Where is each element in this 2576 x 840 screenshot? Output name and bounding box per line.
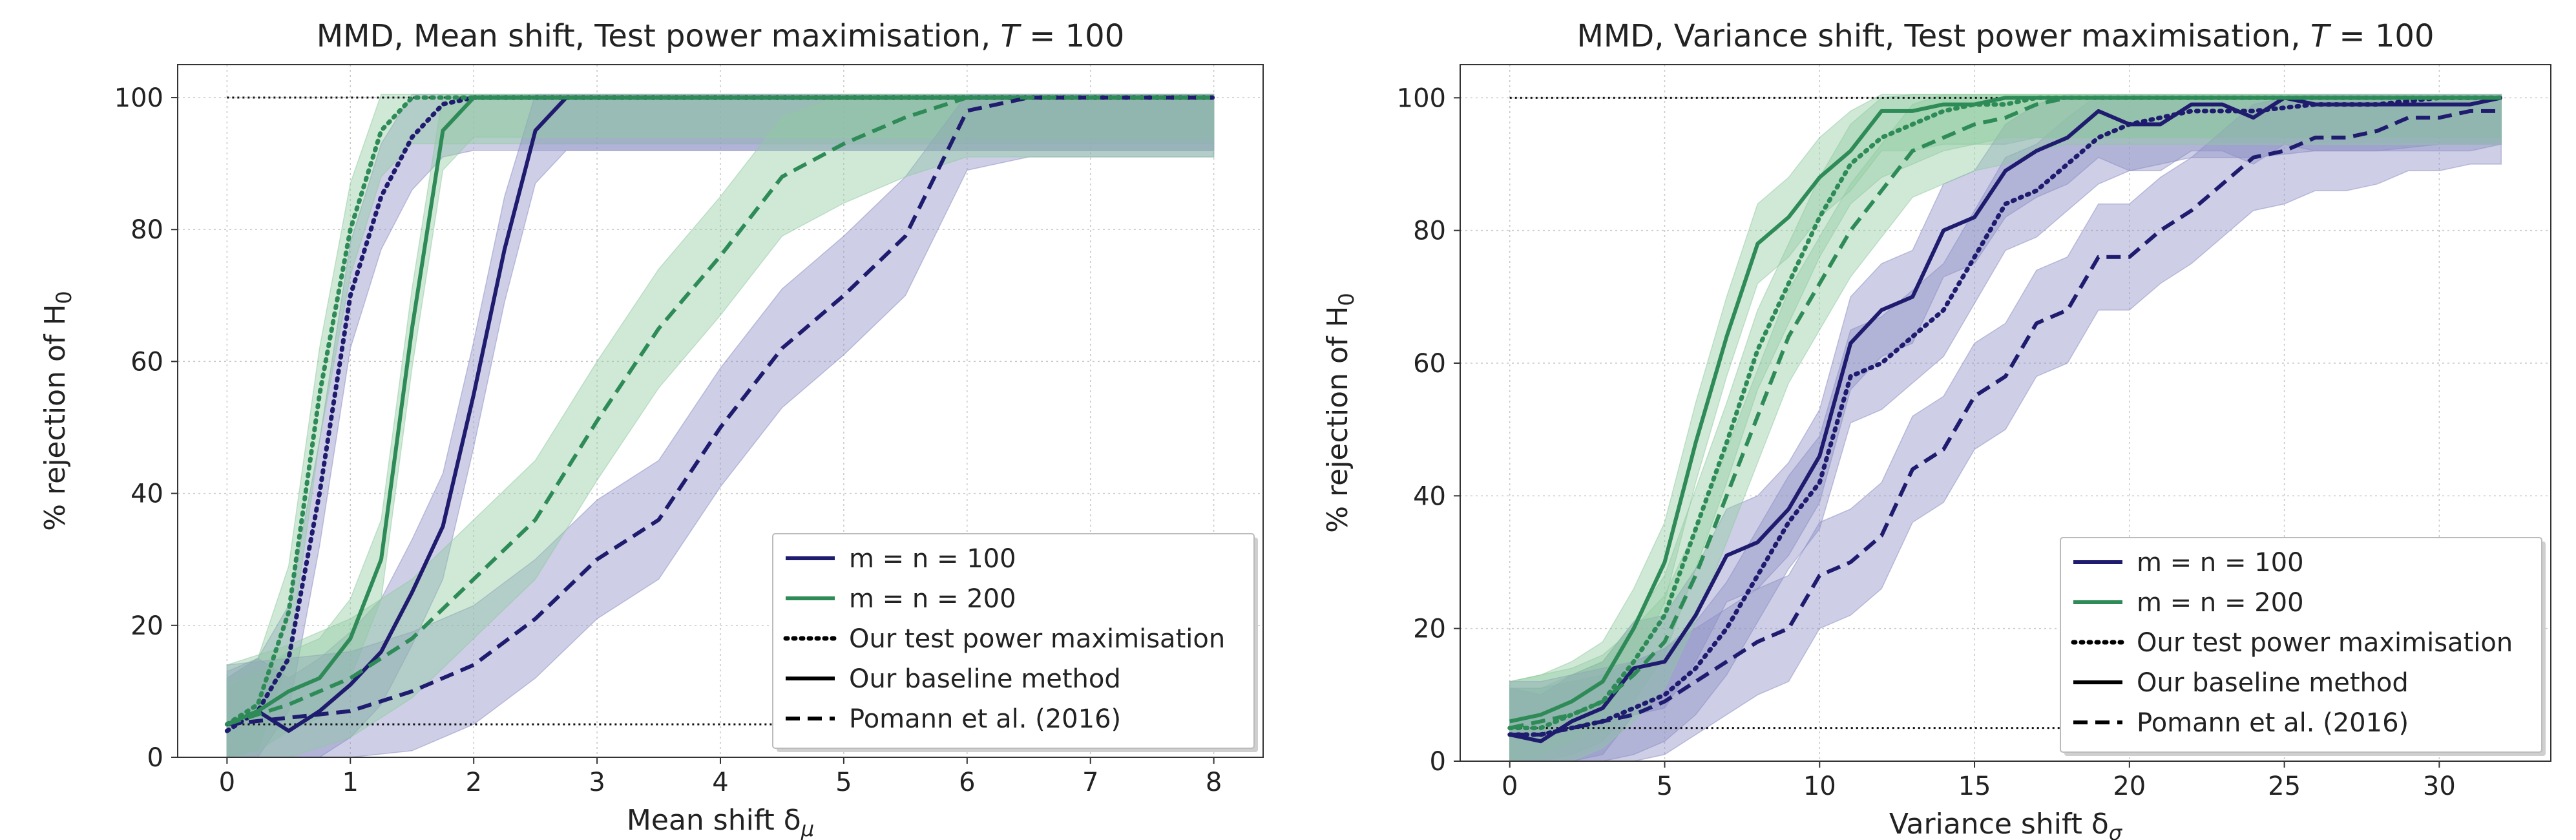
confidence-band <box>226 94 1215 758</box>
x-axis-label-main: Variance shift δ <box>1889 808 2109 840</box>
series-line <box>227 96 1214 726</box>
legend-label: Our baseline method <box>2137 668 2409 698</box>
series-lines <box>224 95 1217 733</box>
series-line <box>1509 96 2502 744</box>
y-tick-label: 60 <box>1413 349 1446 379</box>
y-tick-label: 20 <box>1413 614 1446 644</box>
series-line <box>1507 95 2504 737</box>
legend: m = n = 100 m = n = 200 Our test power max… <box>2060 537 2546 756</box>
x-tick-label: 2 <box>465 768 481 797</box>
legend-box <box>2060 537 2542 753</box>
chart-mean-shift: MMD, Mean shift, Test power maximisation… <box>39 18 1264 840</box>
x-tick-label: 4 <box>712 768 728 797</box>
chart-title: MMD, Variance shift, Test power maximisa… <box>1576 18 2434 54</box>
x-axis-label: Mean shift δμ <box>627 804 814 840</box>
y-tick-label: 80 <box>1413 216 1446 246</box>
legend-box <box>772 533 1255 749</box>
x-tick-label: 5 <box>1657 772 1673 801</box>
x-axis-label: Variance shift δσ <box>1889 808 2123 840</box>
y-tick-labels: 0 20 40 60 80 100 <box>114 83 178 773</box>
chart-title-var: T <box>2310 18 2332 54</box>
series-line <box>224 95 1217 733</box>
x-tick-label: 5 <box>835 768 852 797</box>
x-tick-label: 15 <box>1958 772 1991 801</box>
y-axis-label: % rejection of H0 <box>1321 293 1359 533</box>
chart-title-main: MMD, Mean shift, Test power maximisation… <box>317 18 1001 54</box>
chart-variance-shift: MMD, Variance shift, Test power maximisa… <box>1321 18 2551 840</box>
x-tick-label: 25 <box>2268 772 2301 801</box>
x-tick-label: 0 <box>219 768 235 797</box>
y-axis-label-sub: 0 <box>1334 293 1359 306</box>
y-tick-label: 0 <box>1430 747 1446 777</box>
y-axis-label-sub: 0 <box>52 291 76 304</box>
series-lines <box>1507 95 2504 744</box>
chart-title-main: MMD, Variance shift, Test power maximisa… <box>1576 18 2310 54</box>
x-tick-label: 10 <box>1803 772 1836 801</box>
plot-frame <box>1460 64 2551 762</box>
x-tick-label: 30 <box>2423 772 2456 801</box>
x-tick-label: 0 <box>1502 772 1518 801</box>
x-tick-labels: 0 5 10 15 20 25 30 <box>1502 761 2456 801</box>
legend: m = n = 100 m = n = 200 Our test power max… <box>772 533 1258 752</box>
confidence-band <box>1509 94 2502 762</box>
x-tick-label: 3 <box>589 768 605 797</box>
x-tick-label: 8 <box>1206 768 1222 797</box>
x-tick-label: 6 <box>959 768 975 797</box>
legend-label: Pomann et al. (2016) <box>2137 708 2409 738</box>
y-axis-label-main: % rejection of H <box>1321 306 1354 533</box>
y-tick-label: 60 <box>131 347 163 377</box>
legend-label: Our baseline method <box>849 664 1121 694</box>
y-tick-label: 20 <box>131 611 163 641</box>
legend-label: Pomann et al. (2016) <box>849 704 1121 734</box>
series-line <box>1509 109 2502 737</box>
legend-label: m = n = 100 <box>849 544 1016 574</box>
x-axis-label-sub: μ <box>801 817 814 840</box>
y-tick-labels: 0 20 40 60 80 100 <box>1397 83 1460 777</box>
legend-label: m = n = 200 <box>849 584 1016 614</box>
x-tick-label: 1 <box>342 768 359 797</box>
chart-title-eq: = 100 <box>2329 18 2434 54</box>
legend-label: Our test power maximisation <box>849 624 1225 654</box>
x-tick-label: 7 <box>1082 768 1098 797</box>
y-tick-label: 80 <box>131 215 163 245</box>
y-axis-label: % rejection of H0 <box>39 291 76 531</box>
legend-label: m = n = 100 <box>2137 548 2304 578</box>
series-line <box>226 96 1214 726</box>
x-tick-labels: 0 1 2 3 4 5 6 7 8 <box>219 757 1222 797</box>
y-tick-label: 40 <box>1413 481 1446 511</box>
grid <box>178 65 1263 758</box>
y-tick-label: 100 <box>1397 83 1446 113</box>
x-axis-label-sub: σ <box>2109 821 2123 840</box>
chart-title: MMD, Mean shift, Test power maximisation… <box>317 18 1124 54</box>
y-tick-label: 0 <box>147 743 163 773</box>
chart-title-eq: = 100 <box>1020 18 1124 54</box>
x-axis-label-main: Mean shift δ <box>627 804 801 837</box>
x-tick-label: 20 <box>2113 772 2146 801</box>
legend-label: m = n = 200 <box>2137 588 2304 618</box>
y-tick-label: 40 <box>131 479 163 509</box>
y-axis-label-main: % rejection of H <box>39 304 72 531</box>
chart-title-var: T <box>1001 18 1022 54</box>
y-tick-label: 100 <box>114 83 163 113</box>
legend-label: Our test power maximisation <box>2137 628 2513 658</box>
